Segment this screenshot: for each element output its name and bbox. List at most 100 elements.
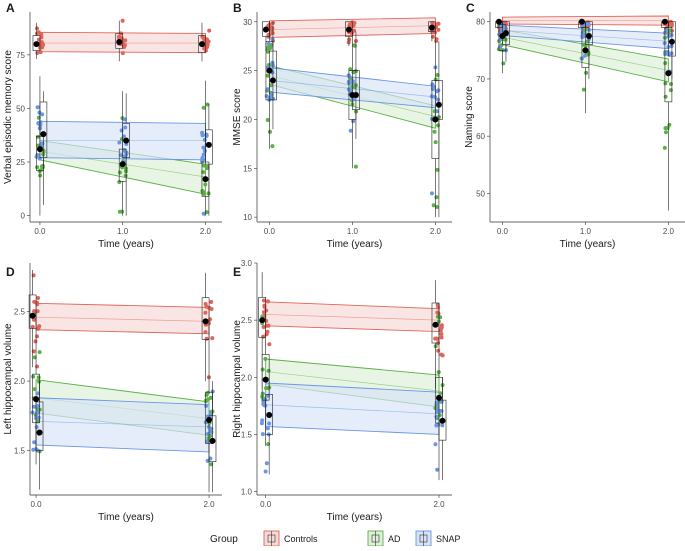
data-point-ad [668, 28, 673, 33]
data-point-snap [202, 137, 207, 142]
data-point-ad [41, 152, 46, 157]
panel-e: E 1.0 1.5 2.0 2.5 3.0 0.0 2.0 Time (years) Right … [232, 259, 452, 523]
data-point-snap [40, 141, 45, 146]
data-point-snap [35, 105, 40, 110]
y-axis-title: MMSE score [232, 88, 243, 146]
data-point-ad [265, 73, 270, 78]
data-point-ad [352, 43, 357, 48]
data-point-controls [267, 342, 272, 347]
data-point-controls [204, 336, 209, 341]
data-point-controls [35, 309, 40, 314]
data-point-controls [208, 317, 213, 322]
y-tick-label: 25 [243, 67, 252, 76]
mean-point-controls [33, 41, 40, 48]
fit-line-controls [265, 314, 440, 321]
data-point-ad [351, 70, 356, 75]
y-tick-label: 3.0 [241, 259, 253, 268]
data-point-controls [264, 308, 269, 313]
data-point-ad [269, 83, 274, 88]
data-point-snap [200, 130, 205, 135]
data-point-ad [501, 61, 506, 66]
data-point-snap [669, 51, 674, 56]
data-point-snap [260, 418, 265, 423]
panel-b: B 10 15 20 25 30 0.0 1.0 2.0 Time (years) MMSE sco… [232, 1, 452, 250]
data-point-snap [350, 79, 355, 84]
data-point-ad [205, 164, 210, 169]
data-point-controls [202, 46, 207, 51]
data-point-snap [430, 84, 435, 89]
legend: Group Controls AD SNAP [210, 530, 461, 547]
data-point-controls [203, 302, 208, 307]
data-point-snap [36, 404, 41, 409]
data-point-controls [265, 299, 270, 304]
y-axis-title: Left hippocampal volume [3, 323, 14, 435]
data-point-controls [39, 35, 44, 40]
data-point-snap [205, 458, 210, 463]
data-point-ad [434, 204, 439, 209]
data-point-snap [580, 30, 585, 35]
data-point-ad [582, 42, 587, 47]
data-point-snap [200, 159, 205, 164]
data-point-controls [430, 34, 435, 39]
y-tick-label: 60 [476, 132, 485, 141]
data-point-controls [350, 24, 355, 29]
mean-point-snap [123, 137, 130, 144]
legend-label: Controls [284, 534, 318, 544]
box-snap [585, 21, 593, 45]
data-point-ad [36, 115, 41, 120]
data-point-snap [36, 121, 41, 126]
data-point-snap [348, 128, 353, 133]
data-point-ad [260, 391, 265, 396]
y-axis-title: Naming score [464, 86, 475, 148]
data-point-ad [37, 350, 42, 355]
data-point-snap [123, 154, 128, 159]
data-point-ad [437, 413, 442, 418]
data-point-ad [432, 129, 437, 134]
data-point-controls [33, 339, 38, 344]
fit-line-ad [265, 371, 440, 392]
data-point-ad [270, 144, 275, 149]
data-point-snap [205, 439, 210, 444]
x-tick-label: 0.0 [260, 500, 272, 509]
mean-point-snap [352, 92, 359, 99]
x-tick-label: 2.0 [430, 227, 442, 236]
data-point-controls [269, 25, 274, 30]
x-axis-title: Time (years) [327, 239, 383, 250]
data-point-ad [35, 165, 40, 170]
panel-label: C [466, 1, 475, 15]
x-tick-label: 1.0 [117, 227, 129, 236]
data-point-ad [36, 375, 41, 380]
data-point-ad [665, 125, 670, 130]
data-point-controls [31, 273, 36, 278]
mean-point-controls [661, 18, 668, 25]
data-point-controls [35, 26, 40, 31]
y-tick-label: 1.5 [241, 430, 253, 439]
mean-point-controls [432, 321, 439, 328]
data-point-controls [207, 28, 212, 33]
data-point-ad [201, 105, 206, 110]
data-point-snap [123, 125, 128, 130]
y-tick-label: 50 [16, 104, 25, 113]
data-point-controls [36, 326, 41, 331]
data-point-snap [435, 109, 440, 114]
data-point-snap [201, 211, 206, 216]
data-point-ad [265, 118, 270, 123]
data-point-controls [202, 35, 207, 40]
data-point-snap [35, 152, 40, 157]
data-point-snap [351, 119, 356, 124]
y-tick-label: 70 [476, 75, 485, 84]
x-tick-label: 1.0 [580, 227, 592, 236]
data-point-controls [120, 51, 125, 56]
data-point-ad [204, 393, 209, 398]
data-point-snap [265, 426, 270, 431]
x-tick-label: 2.0 [433, 500, 445, 509]
data-point-ad [265, 49, 270, 54]
box-snap [265, 394, 273, 435]
data-point-ad [265, 386, 270, 391]
ci-ribbon-controls [265, 301, 440, 333]
data-point-ad [267, 129, 272, 134]
box-snap [122, 123, 130, 159]
mean-point-controls [29, 312, 36, 319]
data-point-ad [31, 374, 36, 379]
panel-label: E [233, 265, 241, 279]
